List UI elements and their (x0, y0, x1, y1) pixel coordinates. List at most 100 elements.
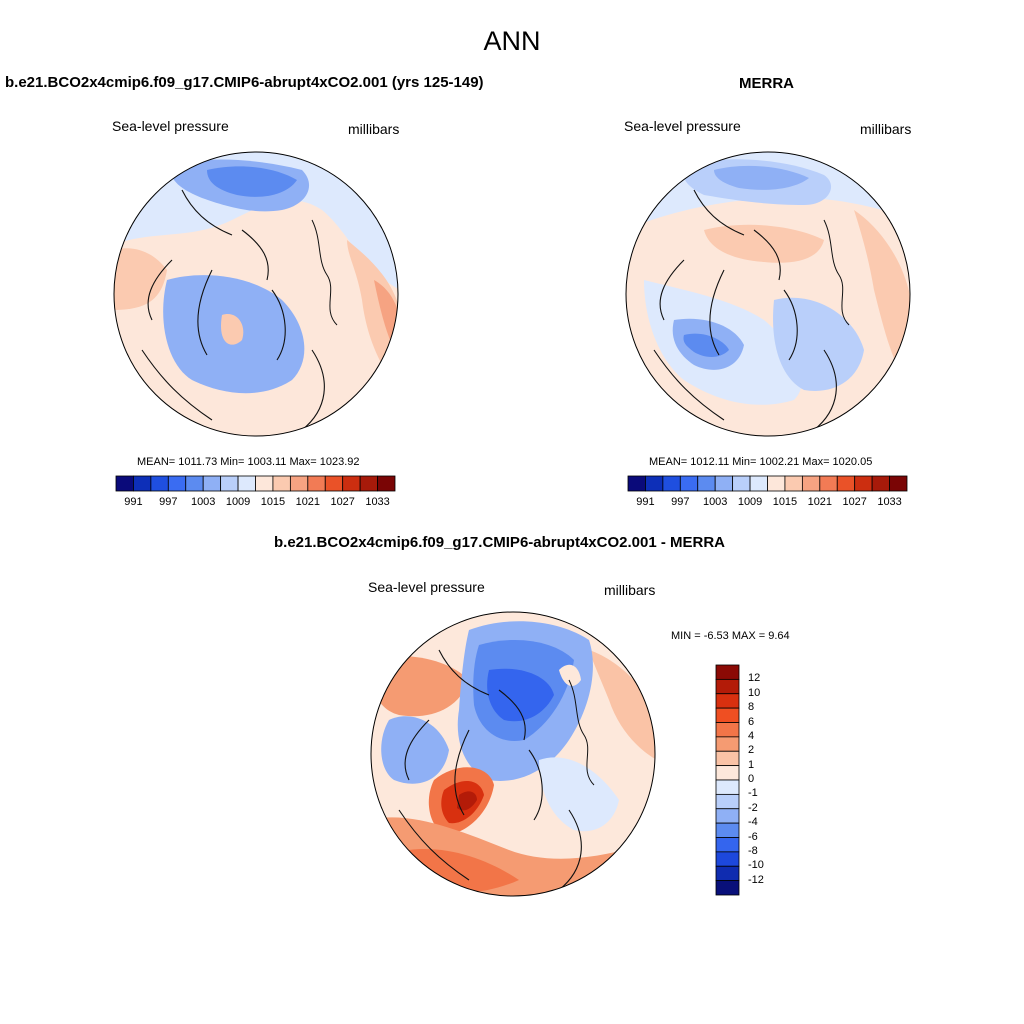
right-colorbar-tick-label: 1027 (842, 496, 867, 508)
right-colorbar-tick-label: 991 (636, 496, 655, 508)
right-colorbar-tick-label: 1003 (702, 496, 728, 508)
left-colorbar-tick-label: 991 (124, 496, 143, 508)
diff-colorbar-tick-label: 6 (748, 715, 755, 728)
right-colorbar-tick-label: 1009 (737, 496, 763, 508)
diff-colorbar-swatch (715, 678, 740, 695)
right-colorbar-swatch (697, 475, 716, 492)
diff-variable-label: Sea-level pressure (368, 579, 485, 595)
left-colorbar-swatch (255, 475, 274, 492)
right-colorbar-tick-label: 1015 (772, 496, 798, 508)
diff-units-label: millibars (604, 582, 656, 598)
left-colorbar-tick-label: 997 (159, 496, 178, 508)
left-colorbar-swatch (289, 475, 309, 492)
diff-colorbar-tick-label: 1 (748, 758, 755, 771)
figure-title: ANN (483, 26, 541, 56)
left-colorbar-tick-label: 1033 (365, 496, 390, 508)
diff-colorbar-swatch (715, 880, 740, 896)
right-colorbar-tick-label: 1033 (877, 496, 902, 508)
left-stats: MEAN= 1011.73 Min= 1003.11 Max= 1023.92 (137, 456, 360, 468)
left-variable-label: Sea-level pressure (112, 118, 229, 134)
left-colorbar-swatch (167, 475, 187, 492)
diff-colorbar-swatch (715, 822, 740, 838)
right-units-label: millibars (860, 121, 912, 137)
left-colorbar (115, 475, 396, 492)
left-colorbar-swatch (359, 475, 378, 492)
left-colorbar-swatch (150, 475, 169, 492)
left-colorbar-tick-label: 1021 (295, 496, 321, 508)
diff-colorbar-swatch (715, 722, 740, 738)
right-colorbar-swatch (801, 475, 821, 492)
left-colorbar-swatch (307, 475, 326, 492)
diff-colorbar-tick-label: 10 (748, 686, 761, 699)
right-colorbar-swatch (784, 475, 803, 492)
left-colorbar-tick-label: 1003 (190, 496, 216, 508)
diff-colorbar-tick-label: -10 (748, 859, 764, 872)
diff-colorbar-swatch (715, 808, 740, 824)
diff-colorbar-tick-label: -12 (748, 873, 764, 886)
diff-colorbar-tick-label: -6 (748, 830, 758, 843)
left-colorbar-tick-label: 1027 (330, 496, 355, 508)
diff-stats: MIN = -6.53 MAX = 9.64 (671, 630, 790, 642)
right-stats: MEAN= 1012.11 Min= 1002.21 Max= 1020.05 (649, 456, 873, 468)
diff-colorbar-tick-label: 12 (748, 672, 761, 685)
left-colorbar-ticks: 991 997 1003 1009 1015 1021 1027 1033 (116, 496, 395, 510)
diff-colorbar-swatch (715, 793, 740, 810)
right-colorbar (627, 475, 908, 492)
right-colorbar-swatch (889, 475, 908, 492)
right-panel-title: MERRA (739, 75, 794, 92)
diff-colorbar-swatch (715, 837, 740, 853)
right-colorbar-swatch (854, 475, 873, 492)
diff-polar-map (370, 611, 656, 897)
diff-colorbar-tick-label: 2 (748, 744, 755, 757)
diff-colorbar-swatch (715, 664, 740, 680)
right-colorbar-tick-label: 1021 (807, 496, 833, 508)
diff-colorbar-swatch (715, 750, 740, 767)
diff-colorbar-tick-label: -4 (748, 816, 758, 829)
left-colorbar-swatch (115, 475, 134, 492)
right-colorbar-ticks: 991 997 1003 1009 1015 1021 1027 1033 (628, 496, 907, 510)
right-colorbar-swatch (749, 475, 768, 492)
right-colorbar-tick-label: 997 (671, 496, 690, 508)
left-colorbar-swatch (202, 475, 222, 492)
diff-colorbar-swatch (715, 707, 740, 723)
diff-colorbar-tick-label: 0 (748, 773, 755, 785)
left-colorbar-swatch (220, 475, 239, 492)
right-colorbar-swatch (679, 475, 699, 492)
diff-colorbar-swatch (715, 693, 740, 709)
right-variable-label: Sea-level pressure (624, 118, 741, 134)
diff-colorbar-swatch (715, 851, 740, 867)
right-colorbar-swatch (662, 475, 681, 492)
diff-colorbar (715, 664, 740, 896)
diff-colorbar-tick-label: 4 (748, 729, 755, 742)
left-colorbar-swatch (185, 475, 204, 492)
diff-colorbar-tick-label: -8 (748, 844, 758, 857)
diff-colorbar-tick-label: -2 (748, 801, 758, 814)
diff-colorbar-tick-label: -1 (748, 787, 758, 800)
left-polar-map (113, 151, 399, 437)
diff-colorbar-swatch (715, 736, 740, 752)
diff-colorbar-swatch (715, 779, 740, 795)
right-colorbar-swatch (836, 475, 856, 492)
left-colorbar-tick-label: 1009 (225, 496, 251, 508)
left-units-label: millibars (348, 121, 400, 137)
left-panel-title: b.e21.BCO2x4cmip6.f09_g17.CMIP6-abrupt4x… (5, 74, 484, 91)
diff-panel-title: b.e21.BCO2x4cmip6.f09_g17.CMIP6-abrupt4x… (274, 534, 725, 551)
right-colorbar-swatch (732, 475, 751, 492)
right-colorbar-swatch (871, 475, 890, 492)
right-colorbar-swatch (819, 475, 838, 492)
left-colorbar-swatch (377, 475, 396, 492)
right-colorbar-swatch (714, 475, 734, 492)
right-colorbar-swatch (627, 475, 646, 492)
left-colorbar-swatch (342, 475, 361, 492)
left-colorbar-swatch (272, 475, 291, 492)
left-colorbar-swatch (324, 475, 344, 492)
left-colorbar-swatch (237, 475, 256, 492)
diff-colorbar-swatch (715, 865, 740, 882)
left-colorbar-swatch (133, 475, 152, 492)
left-colorbar-tick-label: 1015 (260, 496, 286, 508)
diff-colorbar-tick-label: 8 (748, 701, 755, 714)
right-colorbar-swatch (645, 475, 664, 492)
diff-colorbar-swatch (715, 765, 740, 781)
right-polar-map (625, 151, 911, 437)
diff-colorbar-ticks: 12 10 8 6 4 2 1 0 -1 -2 -4 -6 -8 -10 -12 (746, 665, 786, 895)
